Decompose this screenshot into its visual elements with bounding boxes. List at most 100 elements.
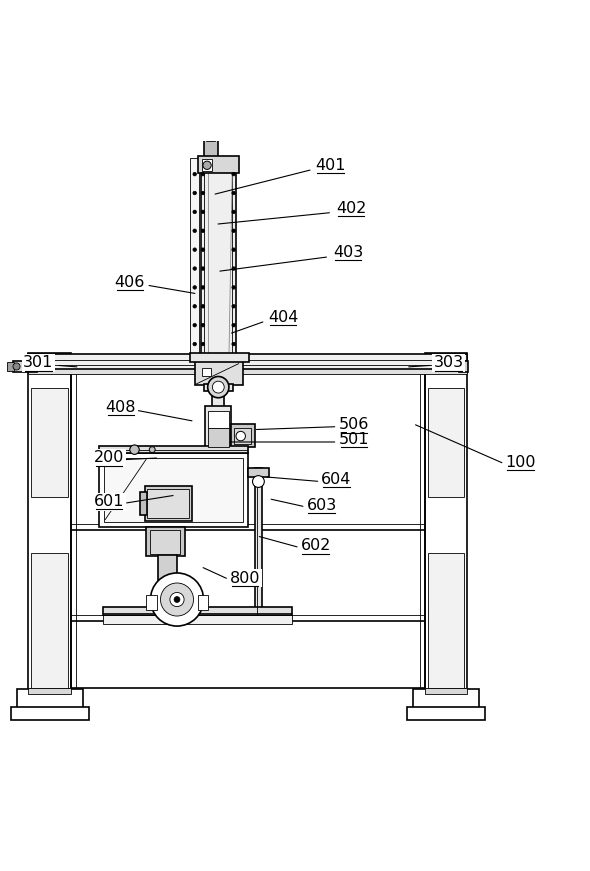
Bar [13, 361, 37, 373]
Text: 406: 406 [114, 274, 145, 289]
Bar [407, 707, 485, 719]
Circle shape [149, 447, 155, 453]
Circle shape [201, 305, 205, 308]
Bar [202, 368, 211, 376]
Bar [234, 428, 251, 444]
Circle shape [193, 342, 196, 346]
Bar [428, 388, 464, 497]
Bar [146, 527, 185, 557]
Circle shape [212, 381, 224, 393]
Circle shape [174, 597, 180, 603]
Text: 408: 408 [106, 400, 136, 415]
Bar [158, 556, 177, 580]
Circle shape [203, 161, 211, 170]
Bar [28, 368, 467, 374]
Circle shape [160, 583, 194, 616]
Bar [190, 159, 199, 359]
Bar [231, 423, 255, 448]
Bar [202, 159, 212, 172]
Bar [28, 688, 71, 694]
Circle shape [193, 172, 196, 176]
Bar [198, 595, 208, 610]
Bar [150, 530, 180, 553]
Text: 303: 303 [433, 355, 464, 370]
Circle shape [201, 323, 205, 327]
Circle shape [130, 445, 139, 455]
Bar [99, 446, 248, 453]
Bar [201, 159, 236, 359]
Circle shape [232, 342, 235, 346]
Bar [208, 411, 229, 428]
Text: 401: 401 [315, 158, 346, 172]
Circle shape [232, 229, 235, 233]
Circle shape [201, 286, 205, 289]
Circle shape [13, 363, 20, 370]
Circle shape [232, 286, 235, 289]
Circle shape [201, 210, 205, 213]
Bar [11, 707, 89, 719]
Bar [206, 130, 215, 140]
Circle shape [150, 573, 204, 626]
Bar [255, 468, 262, 616]
Text: 800: 800 [230, 571, 260, 586]
Circle shape [232, 248, 235, 252]
Circle shape [236, 431, 245, 441]
Bar [145, 486, 192, 521]
Bar [99, 453, 248, 527]
Bar [31, 388, 68, 497]
Bar [204, 139, 218, 159]
Bar [248, 468, 269, 476]
Text: 200: 200 [94, 450, 124, 465]
Bar [148, 489, 189, 518]
Bar [204, 384, 233, 391]
Circle shape [201, 229, 205, 233]
Bar [146, 595, 157, 610]
Bar [205, 406, 231, 450]
Bar [413, 689, 479, 708]
Text: 100: 100 [505, 455, 536, 469]
Circle shape [232, 323, 235, 327]
Circle shape [232, 192, 235, 195]
Text: 603: 603 [306, 497, 337, 513]
Circle shape [201, 172, 205, 176]
Bar [425, 353, 467, 692]
Bar [459, 361, 468, 373]
Bar [28, 354, 467, 372]
Text: 506: 506 [339, 417, 369, 432]
Circle shape [170, 592, 184, 606]
Bar [104, 458, 243, 523]
Text: 301: 301 [23, 355, 54, 370]
Bar [425, 688, 467, 694]
Text: 604: 604 [321, 472, 352, 487]
Circle shape [193, 267, 196, 270]
Text: 403: 403 [333, 245, 363, 260]
Text: 602: 602 [300, 538, 331, 553]
Circle shape [201, 192, 205, 195]
Bar [31, 553, 68, 689]
Circle shape [193, 229, 196, 233]
Circle shape [201, 267, 205, 270]
Bar [103, 606, 292, 616]
Circle shape [201, 248, 205, 252]
Text: 501: 501 [339, 432, 369, 447]
Circle shape [253, 476, 264, 488]
Bar [212, 382, 224, 418]
Circle shape [232, 267, 235, 270]
Circle shape [201, 342, 205, 346]
Bar [190, 353, 249, 361]
Bar [195, 357, 243, 385]
Bar [7, 361, 14, 370]
Bar [17, 689, 83, 708]
Bar [428, 553, 464, 689]
Circle shape [193, 286, 196, 289]
Circle shape [193, 210, 196, 213]
Bar [198, 157, 239, 173]
Text: 402: 402 [336, 201, 366, 216]
Circle shape [193, 248, 196, 252]
Circle shape [193, 323, 196, 327]
Circle shape [193, 192, 196, 195]
Bar [208, 429, 229, 448]
Text: 404: 404 [268, 310, 299, 325]
Circle shape [232, 305, 235, 308]
Bar [140, 491, 147, 515]
